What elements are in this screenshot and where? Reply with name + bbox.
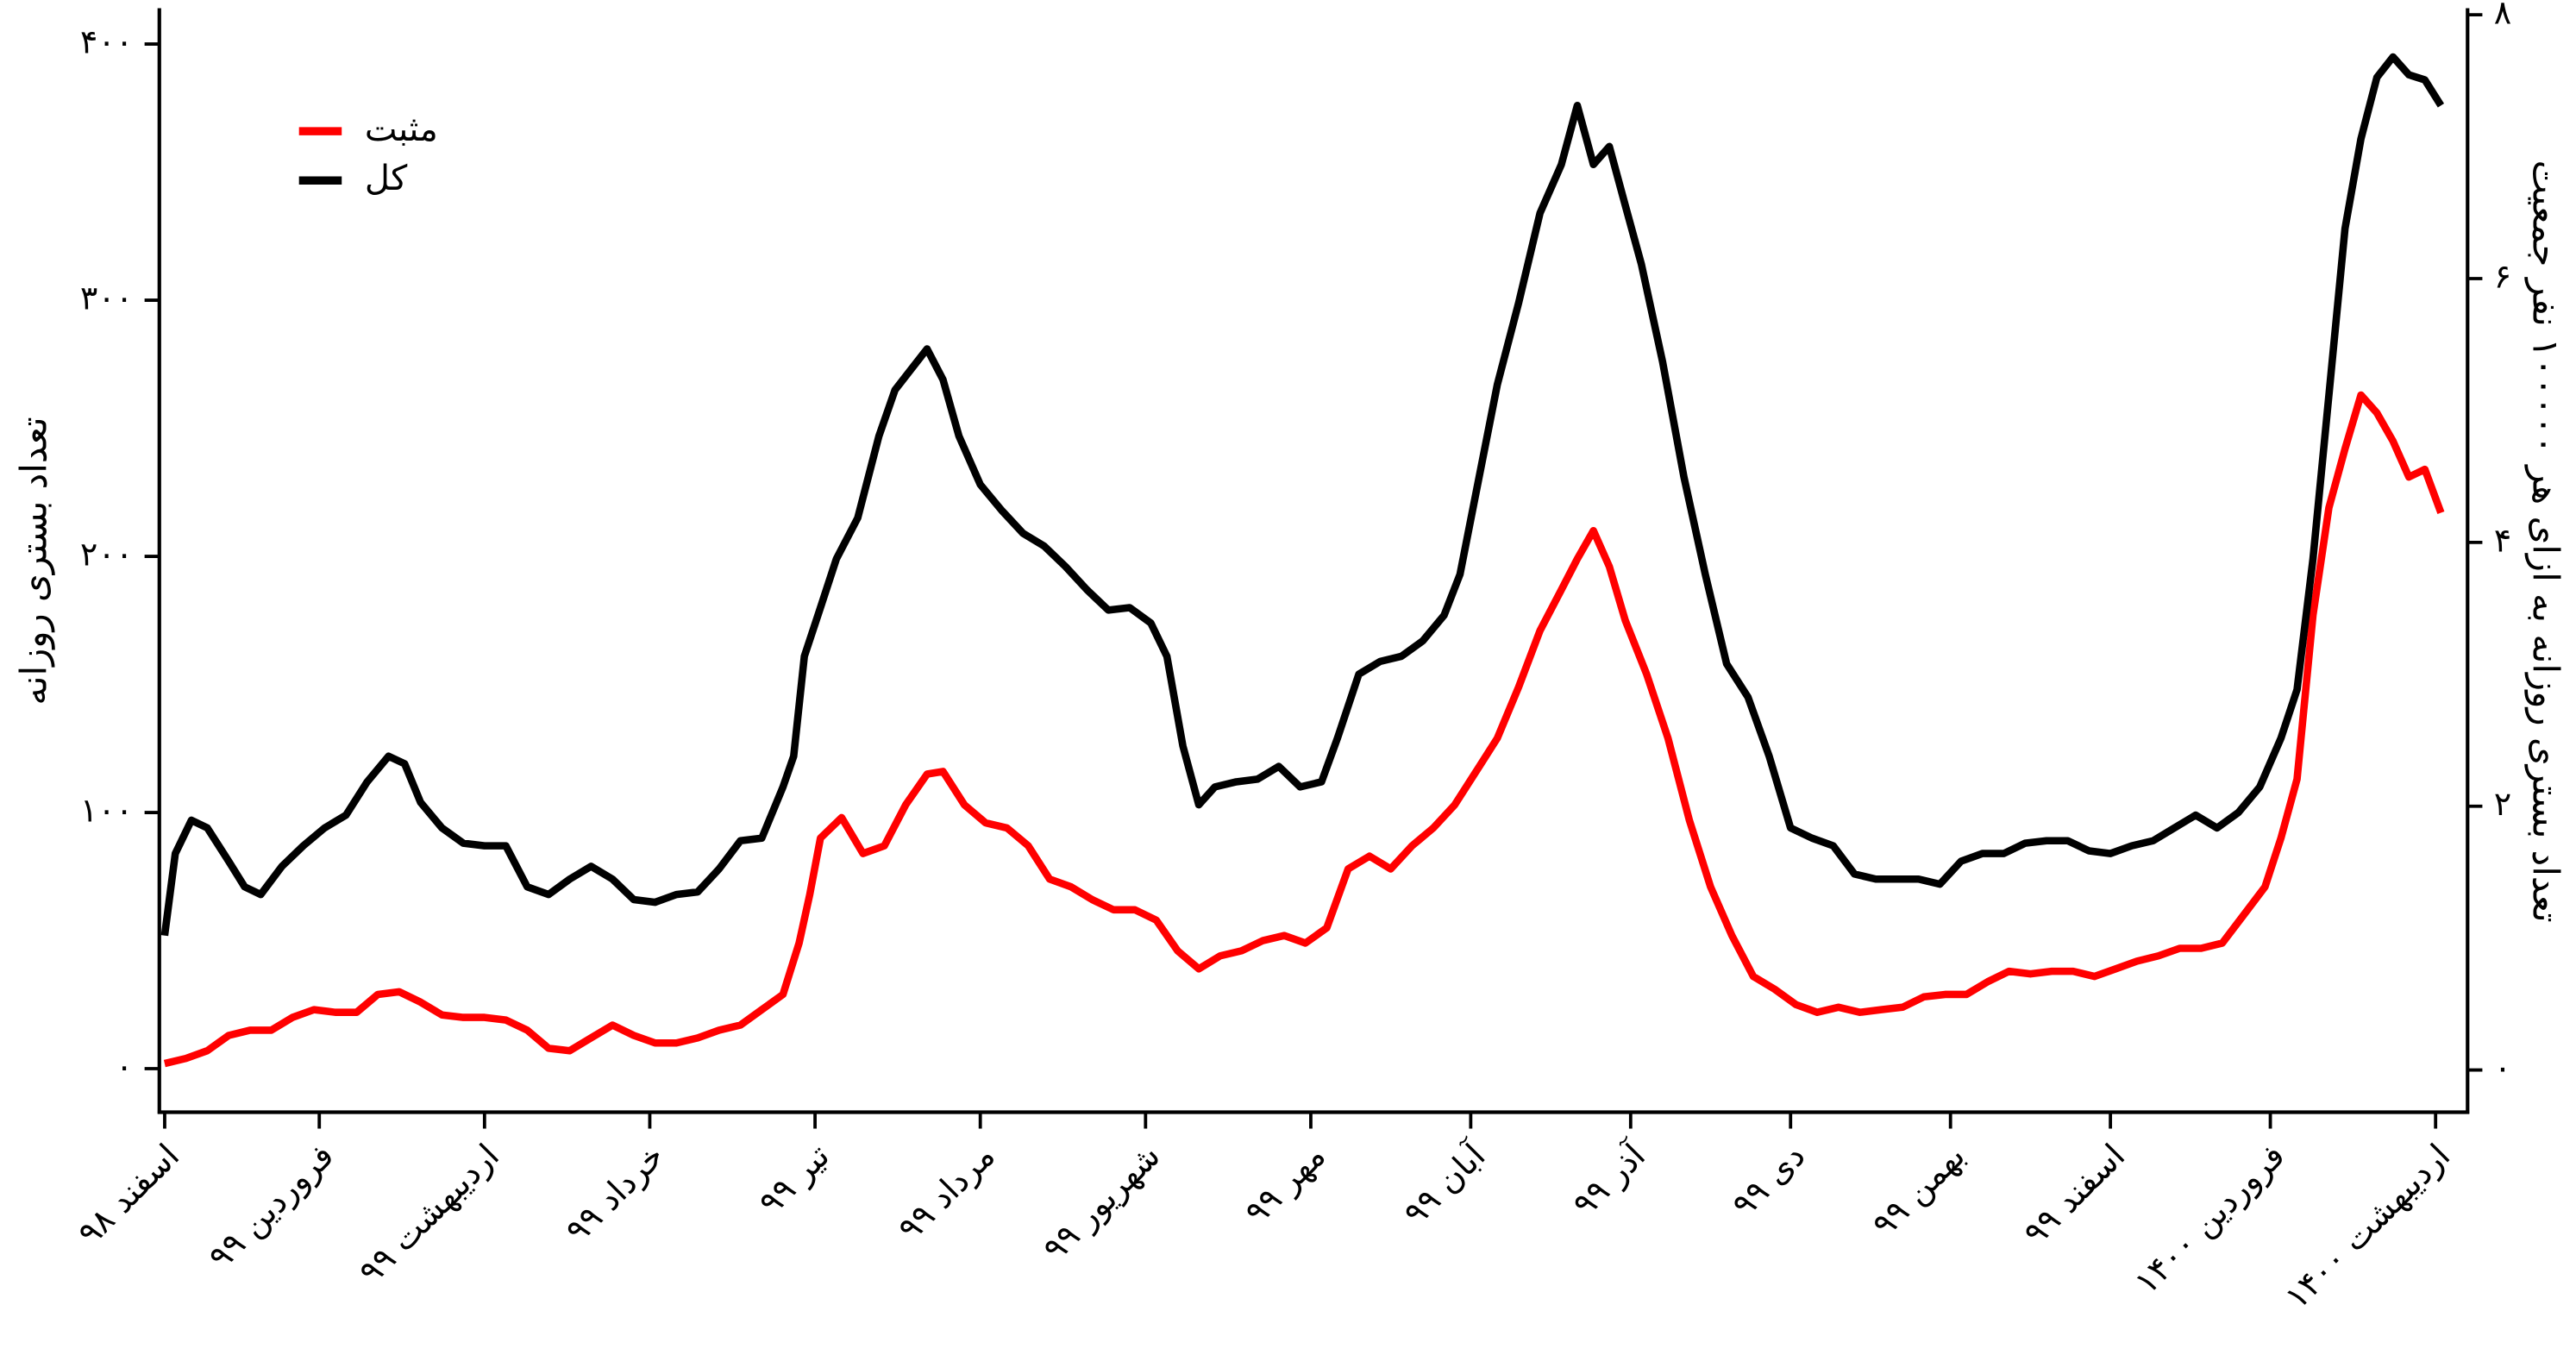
- y2-tick-label: ۶: [2494, 258, 2511, 296]
- y2-axis-label: تعداد بستری روزانه به ازای هر ۱۰۰۰۰۰ نفر…: [2524, 160, 2567, 923]
- y-tick-label: ۰: [116, 1048, 133, 1086]
- y-axis-label: تعداد بستری روزانه: [12, 417, 54, 705]
- y2-tick-label: ۴: [2494, 521, 2511, 559]
- legend-label: مثبت: [365, 110, 438, 149]
- x-tick-label: آبان ۹۹: [1395, 1135, 1493, 1233]
- x-tick-label: فروردین ۱۴۰۰: [2128, 1137, 2293, 1302]
- x-tick-label: مرداد ۹۹: [891, 1137, 1003, 1249]
- x-tick-label: بهمن ۹۹: [1865, 1137, 1972, 1245]
- x-tick-label: دی ۹۹: [1725, 1137, 1813, 1225]
- y2-tick-label: ۰: [2494, 1049, 2511, 1087]
- y-tick-label: ۱۰۰: [80, 792, 133, 830]
- x-tick-label: اردیبهشت ۱۴۰۰: [2278, 1137, 2458, 1317]
- series-line: [163, 391, 2445, 1068]
- y-tick-label: ۴۰۰: [80, 23, 133, 61]
- x-tick-label: خرداد ۹۹: [558, 1137, 672, 1251]
- y2-tick-label: ۲: [2494, 785, 2511, 823]
- y-tick-label: ۲۰۰: [80, 536, 133, 574]
- x-tick-label: تیر ۹۹: [751, 1137, 837, 1223]
- x-tick-label: آذر ۹۹: [1564, 1135, 1653, 1224]
- x-tick-label: اسفند ۹۹: [2016, 1137, 2133, 1252]
- x-tick-label: اسفند ۹۸: [71, 1137, 187, 1252]
- legend-label: کل: [365, 159, 408, 198]
- x-tick-label: شهریور ۹۹: [1036, 1137, 1169, 1269]
- x-tick-label: فروردین ۹۹: [201, 1137, 342, 1277]
- y-tick-label: ۳۰۰: [80, 279, 133, 317]
- y2-tick-label: ۸: [2494, 0, 2511, 32]
- x-tick-label: مهر ۹۹: [1238, 1137, 1333, 1233]
- series-line: [160, 53, 2445, 937]
- x-tick-label: اردیبهشت ۹۹: [351, 1137, 506, 1292]
